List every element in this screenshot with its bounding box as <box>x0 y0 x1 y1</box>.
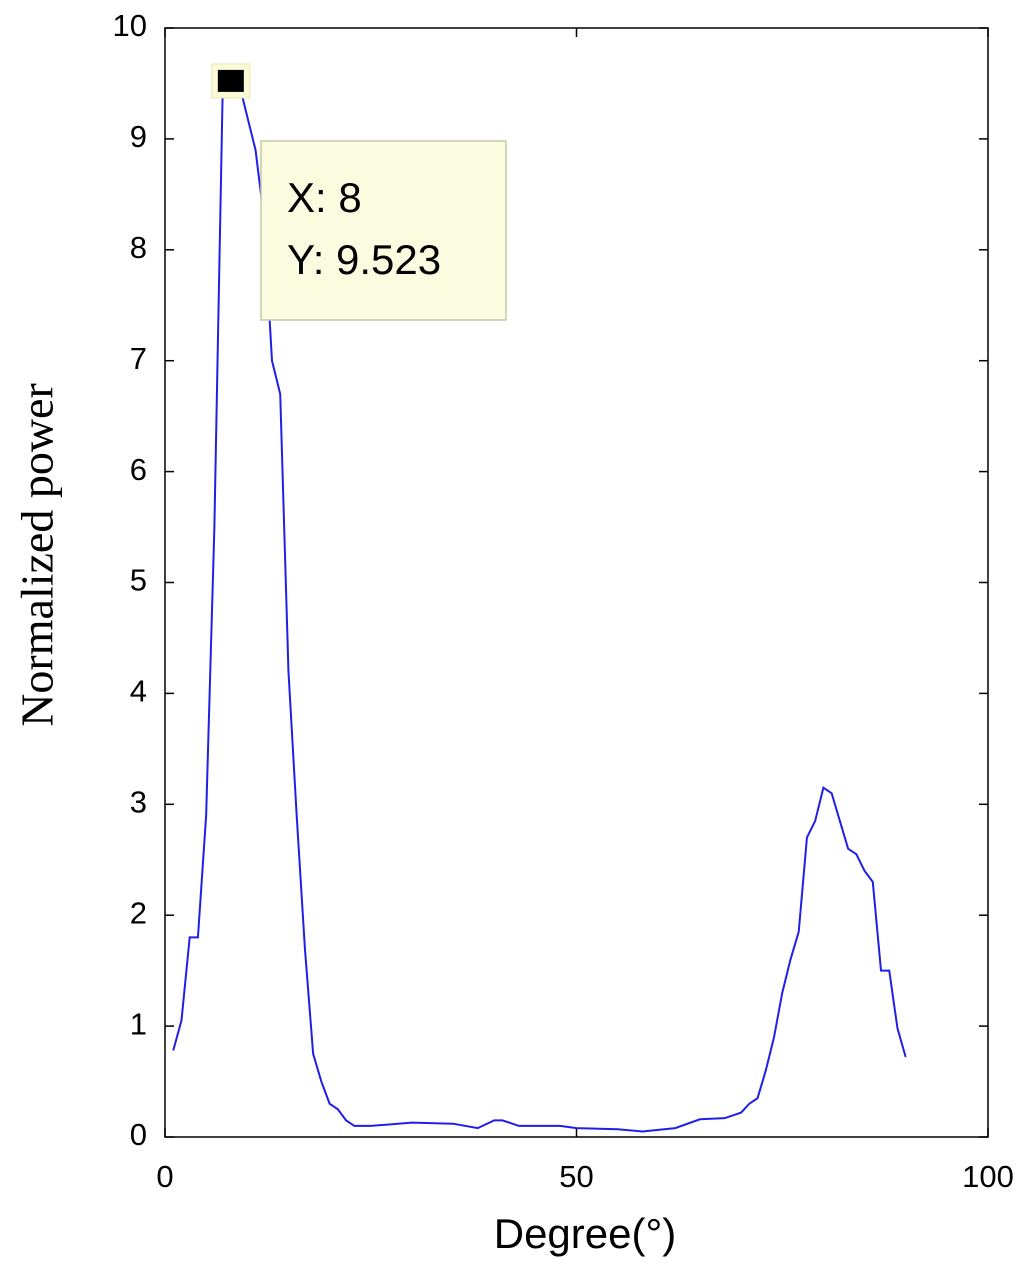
y-tick-label: 10 <box>113 8 147 43</box>
y-tick-label: 1 <box>130 1006 147 1041</box>
x-axis-label: Degree(°) <box>494 1210 677 1257</box>
datatip-box <box>260 140 507 321</box>
y-tick-label: 7 <box>130 341 147 376</box>
x-tick-label: 100 <box>962 1159 1014 1194</box>
datatip-text: Y: 9.523 <box>287 236 441 283</box>
y-axis-label: Normalized power <box>12 383 63 727</box>
datatip-marker <box>217 69 244 92</box>
y-tick-label: 3 <box>130 784 147 819</box>
y-tick-label: 8 <box>130 230 147 265</box>
x-tick-label: 50 <box>559 1159 593 1194</box>
y-tick-label: 5 <box>130 563 147 598</box>
data-line <box>172 79 907 1133</box>
x-tick-label: 0 <box>156 1159 173 1194</box>
datatip-text: X: 8 <box>287 174 362 221</box>
y-tick-label: 6 <box>130 452 147 487</box>
y-tick-label: 2 <box>130 895 147 930</box>
y-tick-label: 9 <box>130 119 147 154</box>
y-tick-label: 4 <box>130 674 147 709</box>
y-tick-label: 0 <box>130 1117 147 1152</box>
